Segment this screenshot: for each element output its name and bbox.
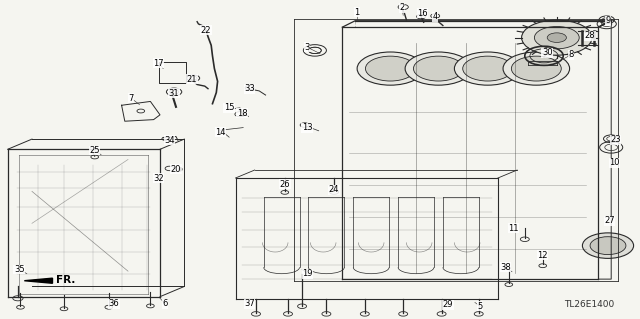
Text: 24: 24 <box>329 185 339 194</box>
Text: 7: 7 <box>129 94 134 103</box>
Text: 2: 2 <box>399 4 404 12</box>
Circle shape <box>582 233 634 258</box>
Text: 14: 14 <box>216 128 226 137</box>
Text: FR.: FR. <box>56 275 76 285</box>
Text: 12: 12 <box>538 251 548 260</box>
Text: 13: 13 <box>302 123 312 132</box>
Text: 22: 22 <box>201 26 211 35</box>
Circle shape <box>534 26 579 49</box>
Text: 38: 38 <box>500 263 511 272</box>
Text: 23: 23 <box>611 135 621 144</box>
Text: 27: 27 <box>604 216 614 225</box>
Circle shape <box>357 52 424 85</box>
Text: 32: 32 <box>154 174 164 182</box>
Text: 26: 26 <box>280 180 290 189</box>
Text: 36: 36 <box>109 299 119 308</box>
Circle shape <box>547 33 566 42</box>
Circle shape <box>522 20 592 55</box>
Text: 30: 30 <box>542 48 552 57</box>
Text: 4: 4 <box>433 12 438 21</box>
Text: 16: 16 <box>417 9 428 18</box>
Text: 3: 3 <box>305 43 310 52</box>
Circle shape <box>454 52 521 85</box>
Text: 35: 35 <box>14 265 24 274</box>
Text: 9: 9 <box>605 16 611 25</box>
Text: TL26E1400: TL26E1400 <box>564 300 615 309</box>
Text: ●: ● <box>178 166 182 171</box>
Text: 31: 31 <box>169 89 179 98</box>
Circle shape <box>405 52 472 85</box>
Text: 33: 33 <box>244 84 255 93</box>
Text: 25: 25 <box>90 146 100 155</box>
Text: 8: 8 <box>568 50 573 59</box>
Text: 28: 28 <box>585 31 595 40</box>
Polygon shape <box>24 278 52 283</box>
Text: 18: 18 <box>237 109 247 118</box>
Text: 17: 17 <box>154 59 164 68</box>
Text: 29: 29 <box>443 300 453 309</box>
Text: 21: 21 <box>187 75 197 84</box>
Circle shape <box>590 237 626 255</box>
Circle shape <box>463 56 513 81</box>
Text: 11: 11 <box>508 224 518 233</box>
Text: 5: 5 <box>477 302 483 311</box>
Circle shape <box>413 56 463 81</box>
Text: 15: 15 <box>224 103 234 112</box>
Text: 10: 10 <box>609 158 620 167</box>
Text: 1: 1 <box>355 8 360 17</box>
Text: 6: 6 <box>163 299 168 308</box>
Text: 19: 19 <box>302 269 312 278</box>
Text: 37: 37 <box>244 299 255 308</box>
Text: 20: 20 <box>171 165 181 174</box>
Circle shape <box>511 56 561 81</box>
Circle shape <box>503 52 570 85</box>
Text: 34: 34 <box>164 136 175 145</box>
Circle shape <box>365 56 415 81</box>
